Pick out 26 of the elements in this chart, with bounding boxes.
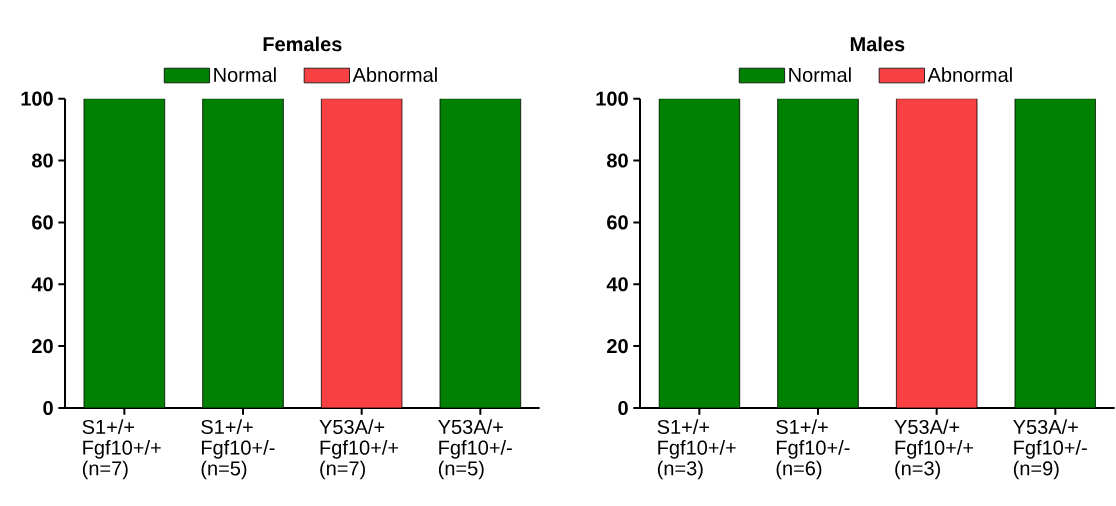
y-tick-label: 80 [607,153,628,168]
y-tick-label: 60 [607,215,628,230]
legend-label: Normal [789,67,851,82]
x-tick-label: S1+/+ Fgf10+/+ (n=7) [82,419,161,480]
chart-title: Females [263,36,342,52]
x-tick-label: Y53A/+ Fgf10+/+ (n=7) [319,419,399,480]
legend-label: Normal [214,67,276,82]
x-tick-label: Y53A/+ Fgf10+/- (n=9) [1013,419,1087,480]
y-tick-label: 80 [32,153,53,168]
legend-label: Abnormal [352,67,437,82]
y-tick-label: 60 [32,215,53,230]
y-tick-label: 20 [607,339,628,354]
x-tick-label: S1+/+ Fgf10+/- (n=6) [776,419,850,480]
y-tick-label: 20 [32,339,53,354]
x-tick-label: Y53A/+ Fgf10+/- (n=5) [438,419,512,480]
y-tick-label: 40 [31,277,53,292]
chart-title: Males [850,36,905,52]
y-tick-label: 0 [618,400,628,416]
x-tick-label: S1+/+ Fgf10+/- (n=5) [201,419,275,480]
legend-label: Abnormal [927,67,1012,82]
y-tick-label: 100 [21,91,53,106]
y-tick-label: 100 [596,91,628,106]
y-tick-label: 40 [606,277,628,292]
x-tick-label: S1+/+ Fgf10+/+ (n=3) [657,419,736,480]
x-tick-label: Y53A/+ Fgf10+/+ (n=3) [894,419,974,480]
y-tick-label: 0 [43,400,53,416]
